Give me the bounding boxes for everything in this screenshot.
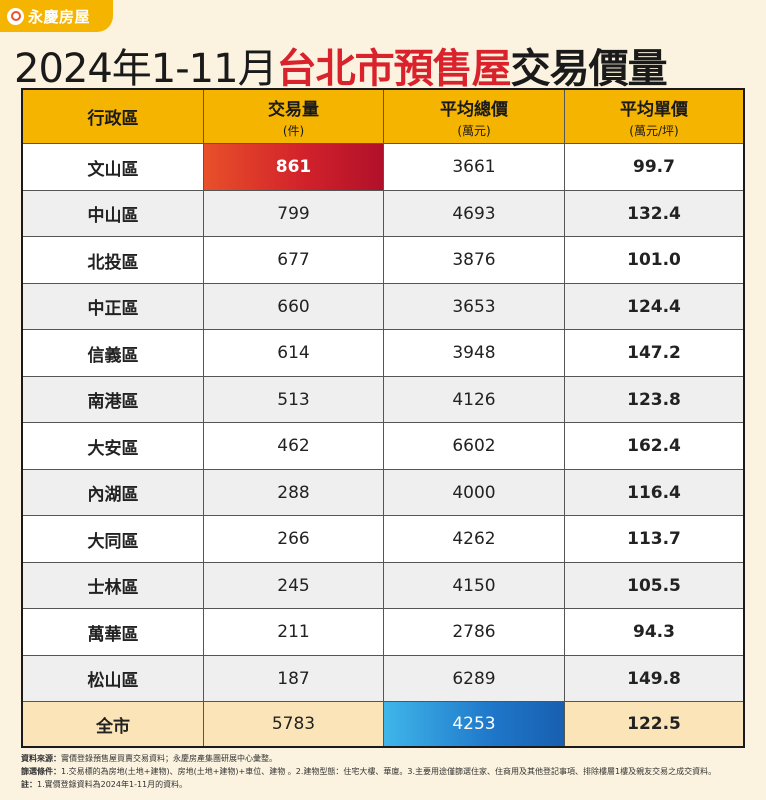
district-cell: 士林區 [23,562,204,610]
district-cell: 萬華區 [23,609,204,656]
avg-unit-cell: 162.4 [565,423,743,470]
volume-cell: 861 [204,144,384,191]
district-cell: 內湖區 [23,469,204,517]
volume-cell: 245 [204,562,384,610]
column-header-volume: 交易量 (件) [204,90,384,145]
footnote-text: 實價登錄預售屋買賣交易資料；永慶房產集團研展中心彙整。 [61,754,277,763]
brand-name: 永慶房屋 [28,7,91,26]
avg-unit-cell: 116.4 [565,469,743,517]
volume-cell: 513 [204,376,384,424]
volume-cell: 266 [204,516,384,563]
footnote-label: 篩選條件： [21,767,61,776]
volume-cell: 187 [204,655,384,703]
title-period: 2024年1-11月 [14,46,278,92]
district-cell: 大安區 [23,423,204,470]
brand-tab: 永慶房屋 [0,0,113,32]
district-cell: 松山區 [23,655,204,703]
footnote-criteria: 篩選條件：1.交易標的為房地(土地+建物)、房地(土地+建物)+車位、建物 。2… [21,765,751,778]
column-header-label: 平均總價 [440,99,508,120]
column-header-avg-unit: 平均單價 (萬元/坪) [565,90,743,145]
title-metric: 交易價量 [510,46,668,92]
title-subject: 台北市預售屋 [276,46,512,92]
footnotes: 資料來源：實價登錄預售屋買賣交易資料；永慶房產集團研展中心彙整。 篩選條件：1.… [21,752,751,791]
table-row: 內湖區 288 4000 116.4 [23,469,743,517]
district-cell: 信義區 [23,330,204,377]
table-row: 大同區 266 4262 113.7 [23,516,743,563]
table-header-row: 行政區 交易量 (件) 平均總價 (萬元) 平均單價 (萬元/坪) [23,90,743,145]
page-title: 2024年1-11月 台北市預售屋 交易價量 [14,36,668,92]
total-avg-unit-cell: 122.5 [565,702,743,746]
avg-unit-cell: 113.7 [565,516,743,563]
column-header-label: 平均單價 [620,99,688,120]
footnote-text: 1.實價登錄資料為2024年1-11月的資料。 [37,780,188,789]
column-header-district: 行政區 [23,90,204,145]
district-cell: 大同區 [23,516,204,563]
avg-total-cell: 3876 [384,237,565,284]
volume-cell: 799 [204,190,384,238]
volume-cell: 660 [204,283,384,331]
column-header-avg-total: 平均總價 (萬元) [384,90,565,145]
table-row: 中山區 799 4693 132.4 [23,190,743,238]
table-row: 大安區 462 6602 162.4 [23,423,743,470]
avg-unit-cell: 99.7 [565,144,743,191]
table-row: 文山區 861 3661 99.7 [23,144,743,191]
data-table: 行政區 交易量 (件) 平均總價 (萬元) 平均單價 (萬元/坪) 文山區 861… [21,88,745,748]
avg-unit-cell: 124.4 [565,283,743,331]
avg-total-cell: 6602 [384,423,565,470]
district-cell: 中正區 [23,283,204,331]
avg-total-cell: 4150 [384,562,565,610]
avg-total-cell: 4000 [384,469,565,517]
avg-total-cell: 3948 [384,330,565,377]
volume-cell: 288 [204,469,384,517]
table-row: 萬華區 211 2786 94.3 [23,609,743,656]
avg-total-cell: 2786 [384,609,565,656]
column-header-unit: (萬元/坪) [629,123,679,138]
avg-total-cell: 4693 [384,190,565,238]
avg-total-cell: 3653 [384,283,565,331]
table-row: 北投區 677 3876 101.0 [23,237,743,284]
footnote-label: 資料來源： [21,754,61,763]
footnote-remark: 註：1.實價登錄資料為2024年1-11月的資料。 [21,778,751,791]
total-avg-total-cell: 4253 [384,702,565,746]
volume-cell: 462 [204,423,384,470]
district-cell: 南港區 [23,376,204,424]
district-cell: 文山區 [23,144,204,191]
volume-cell: 677 [204,237,384,284]
avg-total-cell: 4126 [384,376,565,424]
table-row: 信義區 614 3948 147.2 [23,330,743,377]
avg-unit-cell: 94.3 [565,609,743,656]
avg-total-cell: 4262 [384,516,565,563]
footnote-label: 註： [21,780,37,789]
total-district-cell: 全市 [23,702,204,746]
table-row: 南港區 513 4126 123.8 [23,376,743,424]
avg-total-cell: 3661 [384,144,565,191]
footnote-source: 資料來源：實價登錄預售屋買賣交易資料；永慶房產集團研展中心彙整。 [21,752,751,765]
column-header-unit: (件) [282,123,305,138]
avg-unit-cell: 147.2 [565,330,743,377]
table-row: 松山區 187 6289 149.8 [23,655,743,703]
volume-cell: 614 [204,330,384,377]
district-cell: 北投區 [23,237,204,284]
avg-unit-cell: 105.5 [565,562,743,610]
avg-total-cell: 6289 [384,655,565,703]
avg-unit-cell: 123.8 [565,376,743,424]
table-total-row: 全市 5783 4253 122.5 [23,702,743,746]
avg-unit-cell: 149.8 [565,655,743,703]
volume-cell: 211 [204,609,384,656]
total-volume-cell: 5783 [204,702,384,746]
avg-unit-cell: 132.4 [565,190,743,238]
column-header-label: 交易量 [268,99,319,120]
footnote-text: 1.交易標的為房地(土地+建物)、房地(土地+建物)+車位、建物 。2.建物型態… [61,767,717,776]
column-header-label: 行政區 [87,109,139,130]
column-header-unit: (萬元) [457,123,491,138]
table-row: 中正區 660 3653 124.4 [23,283,743,331]
brand-logo-icon [7,7,24,25]
table-row: 士林區 245 4150 105.5 [23,562,743,610]
district-cell: 中山區 [23,190,204,238]
table-body: 文山區 861 3661 99.7 中山區 799 4693 132.4 北投區 677 3876 1… [23,144,743,703]
avg-unit-cell: 101.0 [565,237,743,284]
